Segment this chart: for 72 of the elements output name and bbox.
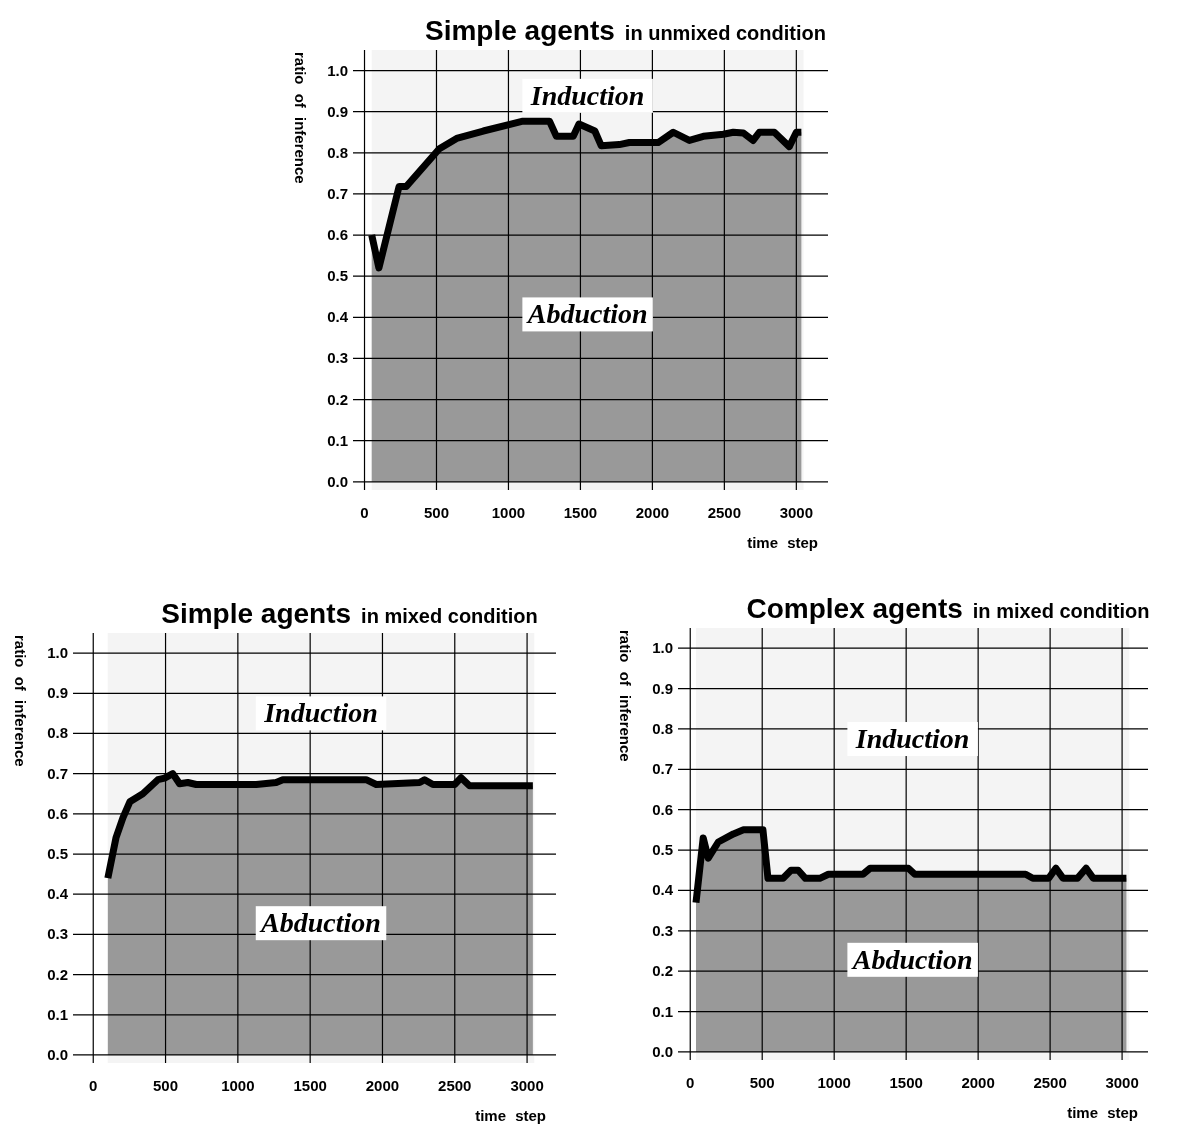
y-tick-label: 1.0	[327, 61, 348, 79]
y-tick-label: 0.9	[652, 679, 673, 697]
x-tick-label: 3000	[510, 1077, 544, 1094]
y-tick-label: 0.6	[652, 800, 673, 818]
annotation: Abduction	[259, 907, 381, 939]
x-axis-title: time step	[747, 534, 818, 551]
x-tick-label: 0	[686, 1074, 695, 1091]
x-tick-label: 1500	[889, 1074, 923, 1091]
y-tick-label: 0.2	[47, 965, 68, 983]
x-tick-label: 2500	[707, 504, 742, 521]
y-tick-label: 1.0	[47, 644, 68, 662]
x-tick-label: 2000	[365, 1077, 400, 1094]
y-tick-label: 1.0	[652, 639, 673, 657]
y-tick-label: 0.0	[327, 472, 348, 490]
chart-title: Simple agents	[161, 598, 352, 629]
x-tick-label: 1500	[563, 504, 598, 521]
annotation: Abduction	[525, 298, 648, 330]
chart-subtitle: in mixed condition	[361, 605, 538, 627]
y-tick-label: 0.9	[327, 102, 348, 120]
y-tick-label: 0.0	[47, 1045, 68, 1063]
y-tick-label: 0.1	[652, 1002, 673, 1020]
x-tick-label: 2500	[1033, 1074, 1067, 1091]
y-tick-label: 0.3	[47, 925, 68, 943]
y-tick-label: 0.7	[47, 764, 68, 782]
y-tick-label: 0.0	[652, 1042, 673, 1060]
x-tick-label: 500	[423, 504, 449, 521]
x-tick-label: 2000	[961, 1074, 995, 1091]
y-tick-label: 0.5	[652, 841, 673, 859]
x-tick-label: 0	[360, 504, 369, 521]
annotation: Induction	[529, 79, 645, 111]
chart-title: Simple agents	[425, 15, 615, 46]
y-tick-label: 0.4	[327, 308, 349, 326]
y-tick-label: 0.9	[47, 684, 68, 702]
y-tick-label: 0.6	[327, 226, 348, 244]
x-axis-title: time step	[1067, 1104, 1138, 1121]
y-axis-title: ratio of inference	[292, 52, 309, 184]
x-axis-title: time step	[475, 1107, 546, 1124]
x-tick-label: 1500	[293, 1077, 327, 1094]
x-tick-label: 2500	[438, 1077, 472, 1094]
chart-subtitle: in mixed condition	[972, 600, 1150, 622]
y-tick-label: 0.3	[652, 921, 673, 939]
annotation: Induction	[854, 723, 970, 755]
chart-subtitle: in unmixed condition	[624, 22, 826, 44]
x-tick-label: 1000	[221, 1077, 255, 1094]
y-tick-label: 0.5	[47, 845, 68, 863]
x-tick-label: 0	[89, 1077, 98, 1094]
y-axis-title: ratio of inference	[12, 635, 29, 767]
y-tick-label: 0.2	[327, 390, 348, 408]
y-tick-label: 0.8	[652, 719, 673, 737]
y-tick-label: 0.8	[47, 724, 68, 742]
y-tick-label: 0.8	[327, 143, 348, 161]
x-tick-label: 3000	[779, 504, 814, 521]
y-axis-title: ratio of inference	[617, 630, 634, 762]
y-tick-label: 0.7	[327, 184, 348, 202]
y-tick-label: 0.4	[47, 885, 69, 903]
y-tick-label: 0.1	[47, 1005, 68, 1023]
x-tick-label: 500	[749, 1074, 775, 1091]
y-tick-label: 0.6	[47, 804, 68, 822]
x-tick-label: 1000	[817, 1074, 851, 1091]
y-tick-label: 0.3	[327, 349, 348, 367]
x-tick-label: 3000	[1105, 1074, 1139, 1091]
y-tick-label: 0.5	[327, 267, 348, 285]
annotation: Abduction	[850, 943, 973, 975]
annotation: Induction	[263, 697, 378, 729]
y-tick-label: 0.1	[327, 431, 348, 449]
x-tick-label: 2000	[635, 504, 670, 521]
x-tick-label: 500	[153, 1077, 179, 1094]
y-tick-label: 0.7	[652, 760, 673, 778]
chart-title: Complex agents	[746, 593, 963, 624]
x-tick-label: 1000	[491, 504, 526, 521]
y-tick-label: 0.2	[652, 962, 673, 980]
y-tick-label: 0.4	[652, 881, 674, 899]
